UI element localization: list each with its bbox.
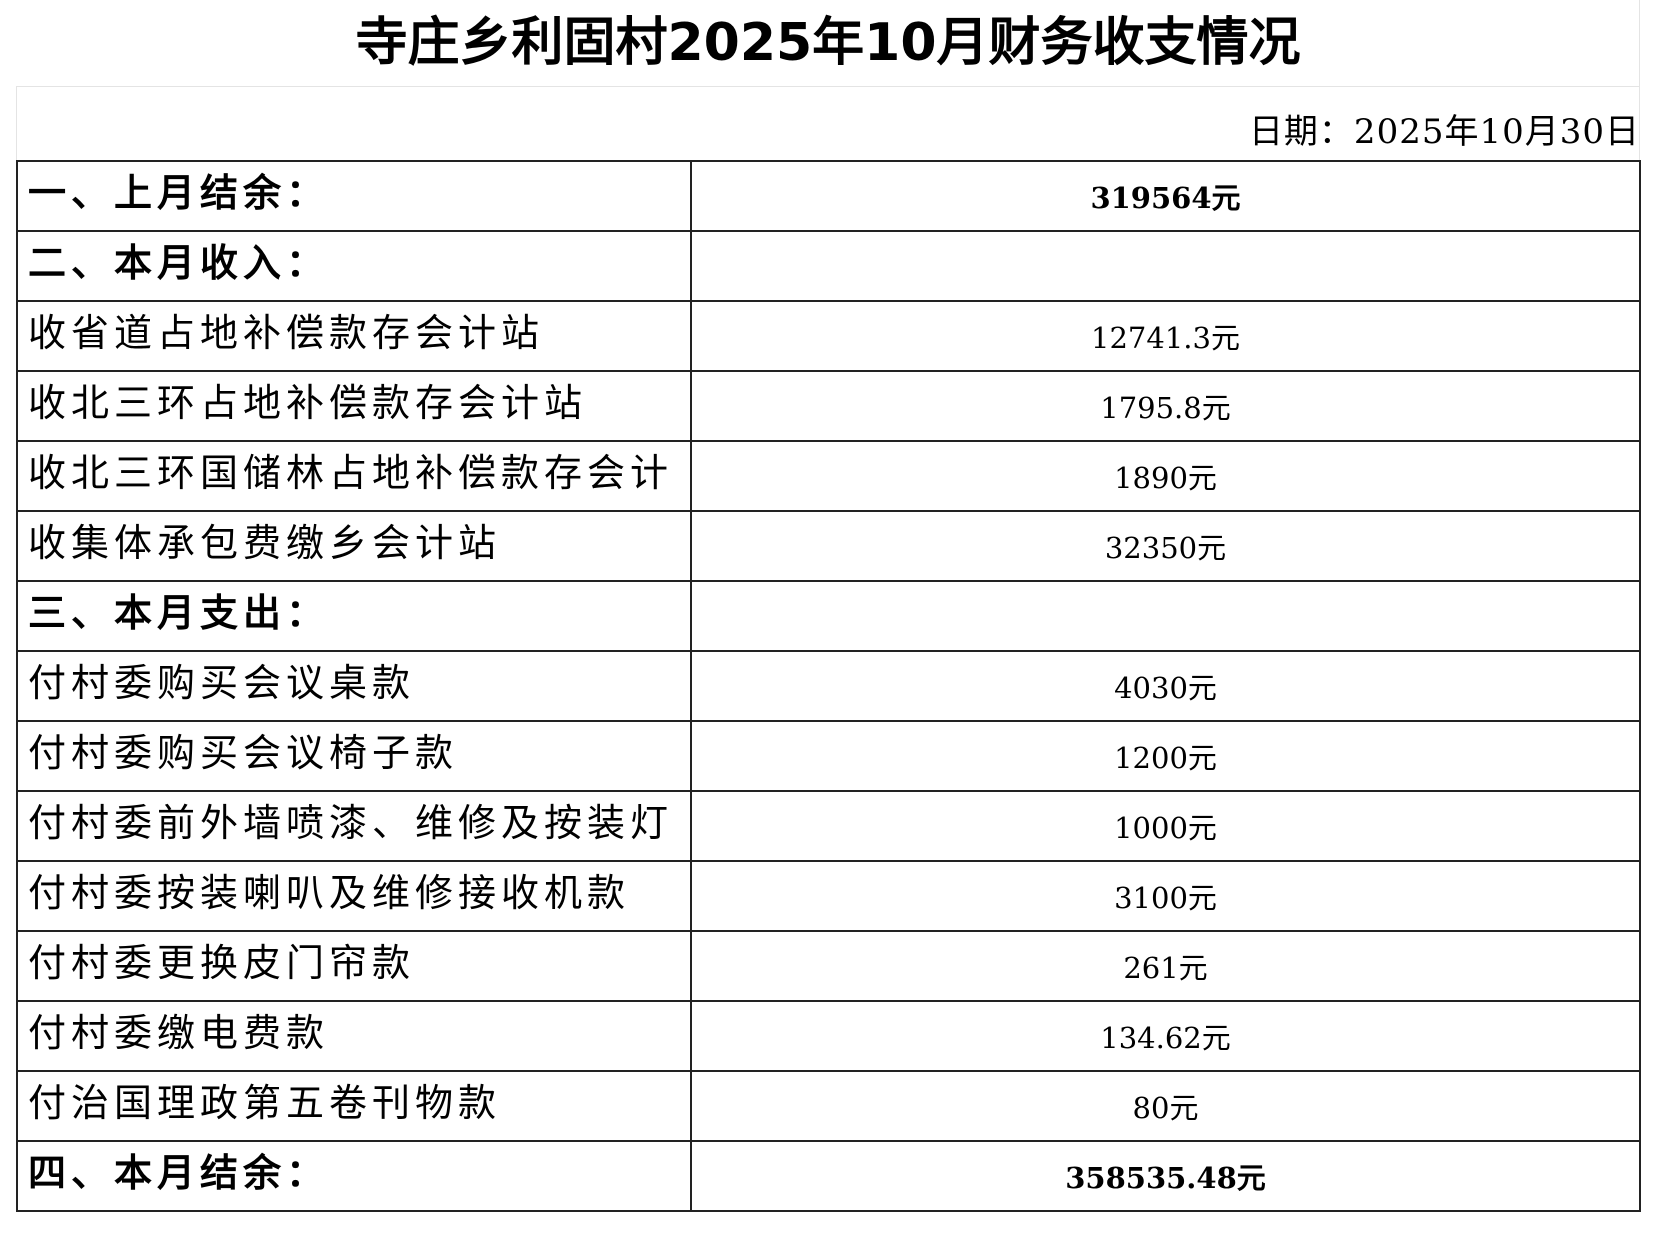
label-cell: 一、上月结余： [16, 160, 692, 232]
table-row: 三、本月支出： [16, 580, 1641, 652]
label-cell: 四、本月结余： [16, 1140, 692, 1212]
table-row: 收集体承包费缴乡会计站 32350元 [16, 510, 1641, 582]
label-cell: 收集体承包费缴乡会计站 [16, 510, 692, 582]
amount-cell: 319564元 [690, 160, 1641, 232]
label-cell: 收省道占地补偿款存会计站 [16, 300, 692, 372]
amount-cell: 261元 [690, 930, 1641, 1002]
label-cell: 收北三环占地补偿款存会计站 [16, 370, 692, 442]
table-row: 付村委前外墙喷漆、维修及按装灯 1000元 [16, 790, 1641, 862]
title: 寺庄乡利固村2025年10月财务收支情况 [16, 0, 1640, 87]
label-text: 收北三环国储林占地补偿款存会计站 [28, 451, 674, 495]
label-cell: 付村委缴电费款 [16, 1000, 692, 1072]
label-text: 一、上月结余： [28, 170, 330, 215]
label-cell: 付村委购买会议桌款 [16, 650, 692, 722]
amount-cell [690, 230, 1641, 302]
table-row: 一、上月结余： 319564元 [16, 160, 1641, 232]
label-text: 付村委更换皮门帘款 [28, 941, 416, 985]
table-row: 付村委按装喇叭及维修接收机款 3100元 [16, 860, 1641, 932]
table-row: 付村委购买会议椅子款 1200元 [16, 720, 1641, 792]
label-text: 付治国理政第五卷刊物款 [28, 1081, 502, 1125]
amount-cell: 134.62元 [690, 1000, 1641, 1072]
label-text: 收省道占地补偿款存会计站 [28, 311, 545, 355]
amount-cell: 1795.8元 [690, 370, 1641, 442]
label-cell: 付村委更换皮门帘款 [16, 930, 692, 1002]
label-text: 付村委缴电费款 [28, 1011, 330, 1055]
label-text: 付村委前外墙喷漆、维修及按装灯 [28, 801, 674, 845]
amount-cell: 4030元 [690, 650, 1641, 722]
label-cell: 付村委购买会议椅子款 [16, 720, 692, 792]
label-text: 三、本月支出： [28, 590, 330, 635]
label-text: 付村委购买会议椅子款 [28, 731, 459, 775]
label-text: 二、本月收入： [28, 240, 330, 285]
label-text: 付村委按装喇叭及维修接收机款 [28, 871, 631, 915]
amount-cell: 1200元 [690, 720, 1641, 792]
amount-cell: 32350元 [690, 510, 1641, 582]
table-row: 付治国理政第五卷刊物款 80元 [16, 1070, 1641, 1142]
label-text: 收北三环占地补偿款存会计站 [28, 381, 588, 425]
table-row: 付村委购买会议桌款 4030元 [16, 650, 1641, 722]
amount-cell: 1890元 [690, 440, 1641, 512]
table-row: 收北三环国储林占地补偿款存会计站 1890元 [16, 440, 1641, 512]
label-text: 付村委购买会议桌款 [28, 661, 416, 705]
label-text: 四、本月结余： [28, 1150, 330, 1195]
table-row: 四、本月结余： 358535.48元 [16, 1140, 1641, 1212]
label-cell: 付治国理政第五卷刊物款 [16, 1070, 692, 1142]
table-row: 付村委更换皮门帘款 261元 [16, 930, 1641, 1002]
label-cell: 二、本月收入： [16, 230, 692, 302]
amount-cell [690, 580, 1641, 652]
label-cell: 付村委按装喇叭及维修接收机款 [16, 860, 692, 932]
amount-cell: 12741.3元 [690, 300, 1641, 372]
label-text: 收集体承包费缴乡会计站 [28, 521, 502, 565]
label-cell: 三、本月支出： [16, 580, 692, 652]
amount-cell: 1000元 [690, 790, 1641, 862]
table-row: 二、本月收入： [16, 230, 1641, 302]
label-cell: 付村委前外墙喷漆、维修及按装灯 [16, 790, 692, 862]
amount-cell: 3100元 [690, 860, 1641, 932]
table-row: 收省道占地补偿款存会计站 12741.3元 [16, 300, 1641, 372]
table-row: 收北三环占地补偿款存会计站 1795.8元 [16, 370, 1641, 442]
amount-cell: 358535.48元 [690, 1140, 1641, 1212]
date: 日期：2025年10月30日 [1248, 112, 1640, 152]
finance-table: 一、上月结余： 319564元二、本月收入： 收省道占地补偿款存会计站 12741.3… [16, 160, 1641, 1212]
amount-cell: 80元 [690, 1070, 1641, 1142]
label-cell: 收北三环国储林占地补偿款存会计站 [16, 440, 692, 512]
table-row: 付村委缴电费款 134.62元 [16, 1000, 1641, 1072]
